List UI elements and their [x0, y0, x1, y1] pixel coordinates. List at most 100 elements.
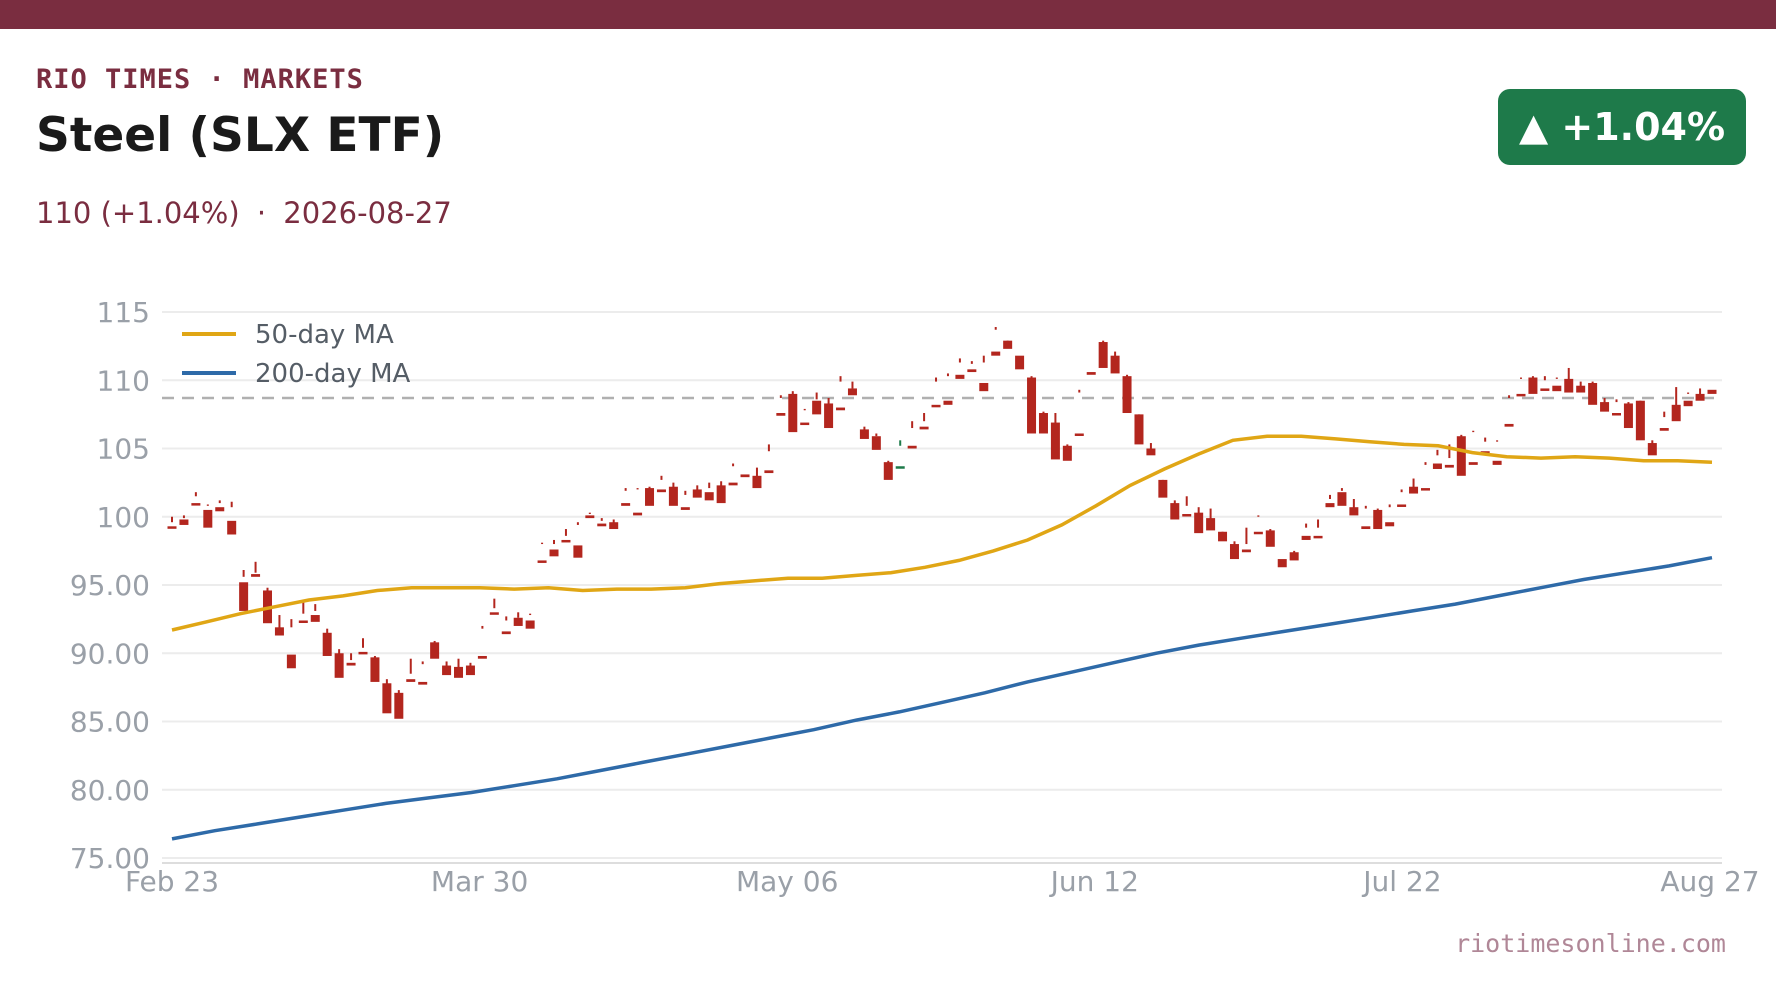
- candle: [274, 615, 284, 636]
- candle-body: [573, 545, 583, 558]
- candle: [597, 518, 607, 527]
- candle: [645, 486, 655, 506]
- candle-body: [1241, 549, 1251, 553]
- candle-body: [812, 400, 822, 415]
- candle-body: [1611, 413, 1621, 416]
- candle-body: [1206, 518, 1216, 531]
- candle-body: [895, 466, 905, 469]
- candle-body: [1683, 400, 1693, 407]
- candle-body: [1456, 436, 1466, 476]
- candle: [191, 492, 201, 506]
- candle: [1492, 440, 1502, 465]
- candle-body: [525, 620, 535, 629]
- candle: [286, 619, 296, 669]
- candle-body: [1444, 464, 1454, 468]
- candle: [573, 522, 583, 558]
- candle: [1420, 462, 1430, 491]
- candle-body: [1194, 512, 1204, 534]
- candle-body: [454, 666, 464, 678]
- candle-body: [645, 488, 655, 506]
- candle: [585, 512, 595, 519]
- candle-body: [215, 507, 225, 512]
- candle: [525, 613, 535, 629]
- x-axis-ticks: Feb 23 Mar 30 May 06 Jun 12 Jul 22 Aug 27: [125, 865, 1760, 898]
- candle: [1635, 400, 1645, 441]
- candle-body: [776, 413, 786, 416]
- x-tick-label: Jun 12: [1049, 865, 1139, 898]
- candle: [1027, 376, 1037, 434]
- candle-body: [752, 475, 762, 489]
- candle-body: [1218, 531, 1228, 542]
- source-label: riotimesonline.com: [1455, 929, 1726, 958]
- y-tick-label: 115: [97, 296, 150, 329]
- candle: [179, 515, 189, 525]
- candle: [1241, 527, 1251, 553]
- y-tick-label: 90.00: [70, 637, 150, 670]
- candle-body: [1134, 414, 1144, 445]
- y-tick-label: 100: [97, 501, 150, 534]
- x-tick-label: Feb 23: [125, 865, 219, 898]
- candle-body: [883, 462, 893, 480]
- ma50-line: [171, 434, 1713, 632]
- candle: [668, 482, 678, 506]
- candle-body: [561, 539, 571, 543]
- candle: [382, 679, 392, 714]
- candle: [1122, 374, 1132, 414]
- candle: [824, 397, 834, 429]
- candle-body: [1671, 404, 1681, 422]
- candle: [513, 612, 523, 626]
- candle-body: [955, 374, 965, 379]
- candle: [1098, 340, 1108, 368]
- candle: [1552, 377, 1562, 392]
- candle: [1277, 559, 1287, 568]
- candle: [549, 539, 559, 557]
- candle: [1576, 381, 1586, 393]
- candle-body: [1325, 503, 1335, 508]
- candle-body: [609, 522, 619, 530]
- candle: [1134, 414, 1144, 445]
- candle: [1062, 444, 1072, 461]
- candle-body: [991, 351, 1001, 356]
- candle-body: [227, 520, 237, 535]
- candle: [907, 421, 917, 449]
- candle-body: [1015, 355, 1025, 370]
- candle-body: [1337, 492, 1347, 506]
- candle: [847, 381, 857, 396]
- candle: [1564, 367, 1574, 393]
- candle: [812, 392, 822, 415]
- separator: ·: [256, 196, 267, 230]
- candle: [728, 463, 738, 486]
- candle-body: [1158, 479, 1168, 498]
- candle-body: [1086, 372, 1096, 375]
- top-accent-bar: [0, 0, 1776, 29]
- candle-body: [1027, 377, 1037, 434]
- candle-body: [1623, 403, 1633, 429]
- candle-body: [1253, 531, 1263, 535]
- candle-body: [334, 653, 344, 678]
- candle-body: [1528, 377, 1538, 394]
- candle-body: [1361, 526, 1371, 530]
- y-tick-label: 75.00: [70, 842, 150, 875]
- y-tick-label: 85.00: [70, 706, 150, 739]
- candle: [239, 569, 249, 611]
- candle: [764, 444, 774, 474]
- candle: [955, 358, 965, 379]
- candle-body: [322, 632, 332, 656]
- price-summary: 110 (+1.04%) · 2026-08-27: [36, 196, 452, 230]
- candle-body: [1170, 503, 1180, 520]
- candle-body: [1373, 509, 1383, 530]
- candle-body: [1552, 385, 1562, 392]
- candle: [1432, 449, 1442, 469]
- candle-body: [1313, 535, 1323, 539]
- candle: [1588, 381, 1598, 405]
- candle: [979, 355, 989, 392]
- candle: [1611, 399, 1621, 416]
- candle: [346, 653, 356, 666]
- candle: [1158, 479, 1168, 498]
- candle: [1146, 443, 1156, 456]
- candle: [1015, 355, 1025, 370]
- candle-body: [597, 523, 607, 527]
- candle: [1050, 413, 1060, 460]
- candle-body: [513, 617, 523, 626]
- y-tick-label: 110: [97, 364, 150, 397]
